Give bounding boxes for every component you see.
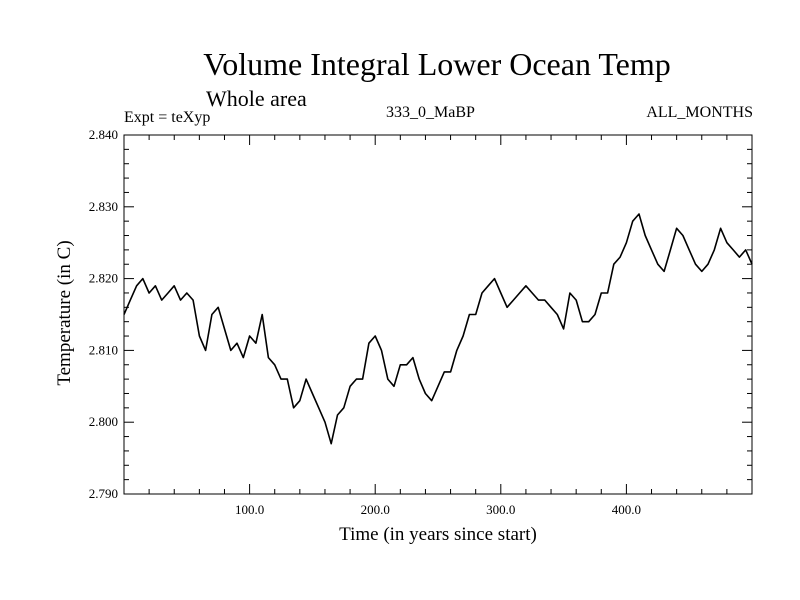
x-tick-label: 100.0 (235, 502, 264, 517)
axis-ticks (124, 134, 752, 495)
x-tick-label: 400.0 (612, 502, 641, 517)
x-axis-label: Time (in years since start) (339, 524, 537, 545)
y-tick-label: 2.830 (89, 199, 118, 214)
period-label: 333_0_MaBP (386, 104, 475, 121)
experiment-label: Expt = teXyp (124, 109, 211, 126)
axis-tick-labels: 100.0 200.0 300.0 400.0 2.790 2.800 2.810 2.820… (89, 127, 641, 517)
y-tick-label: 2.810 (89, 342, 118, 357)
y-tick-label: 2.800 (89, 414, 118, 429)
series-group (123, 213, 753, 445)
chart-subtitle: Whole area (206, 86, 307, 111)
x-tick-label: 200.0 (361, 502, 390, 517)
x-tick-label: 300.0 (486, 502, 515, 517)
plot-frame (123, 134, 753, 495)
y-axis-label: Temperature (in C) (54, 240, 75, 386)
months-label: ALL_MONTHS (646, 104, 753, 121)
temperature-series-line (123, 213, 753, 445)
chart-title: Volume Integral Lower Ocean Temp (203, 46, 671, 82)
y-tick-label: 2.820 (89, 271, 118, 286)
y-tick-label: 2.840 (89, 127, 118, 142)
y-tick-label: 2.790 (89, 486, 118, 501)
